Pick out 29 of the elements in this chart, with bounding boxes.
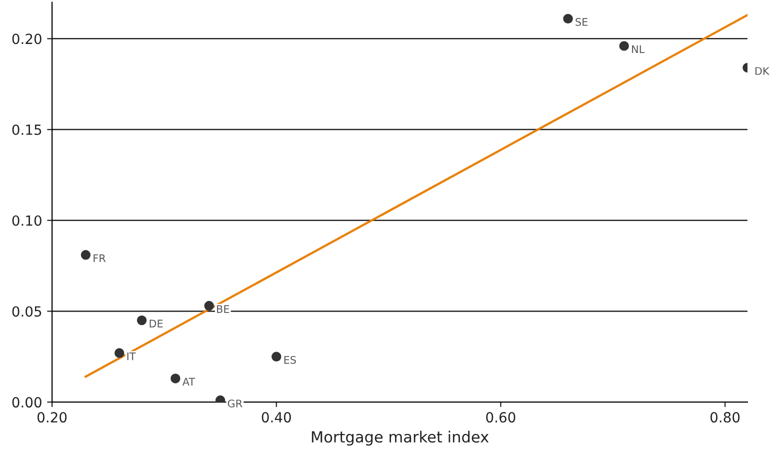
x-tick-label: 0.60 — [486, 412, 516, 423]
point — [170, 374, 180, 384]
annotation: AT — [182, 378, 196, 386]
annotation: GR — [228, 400, 242, 408]
point — [136, 315, 147, 326]
annotation: FR — [94, 254, 106, 262]
annotation: IT — [127, 352, 136, 360]
point — [114, 348, 124, 358]
y-tick-label: 0.20 — [12, 34, 42, 44]
x-tick-label: 0.40 — [262, 412, 291, 423]
annotation: DK — [755, 67, 770, 75]
y-tick-label: 0.05 — [12, 306, 42, 317]
annotation: NL — [632, 45, 645, 53]
x-tick-label: 0.20 — [38, 412, 67, 423]
y-tick-label: 0.10 — [12, 215, 42, 226]
x-tick-label: 0.80 — [710, 412, 740, 423]
x-axis-title: Mortgage market index — [312, 430, 489, 446]
point — [563, 14, 573, 24]
point — [80, 250, 91, 260]
point — [619, 41, 629, 51]
y-tick-label: 0.00 — [12, 397, 42, 408]
point — [204, 300, 214, 311]
point — [272, 352, 282, 362]
annotation: DE — [150, 320, 163, 328]
annotation: ES — [284, 356, 296, 364]
point — [215, 395, 226, 402]
annotation: BE — [217, 305, 230, 313]
annotation: SE — [576, 18, 588, 26]
y-tick-label: 0.15 — [12, 124, 42, 136]
